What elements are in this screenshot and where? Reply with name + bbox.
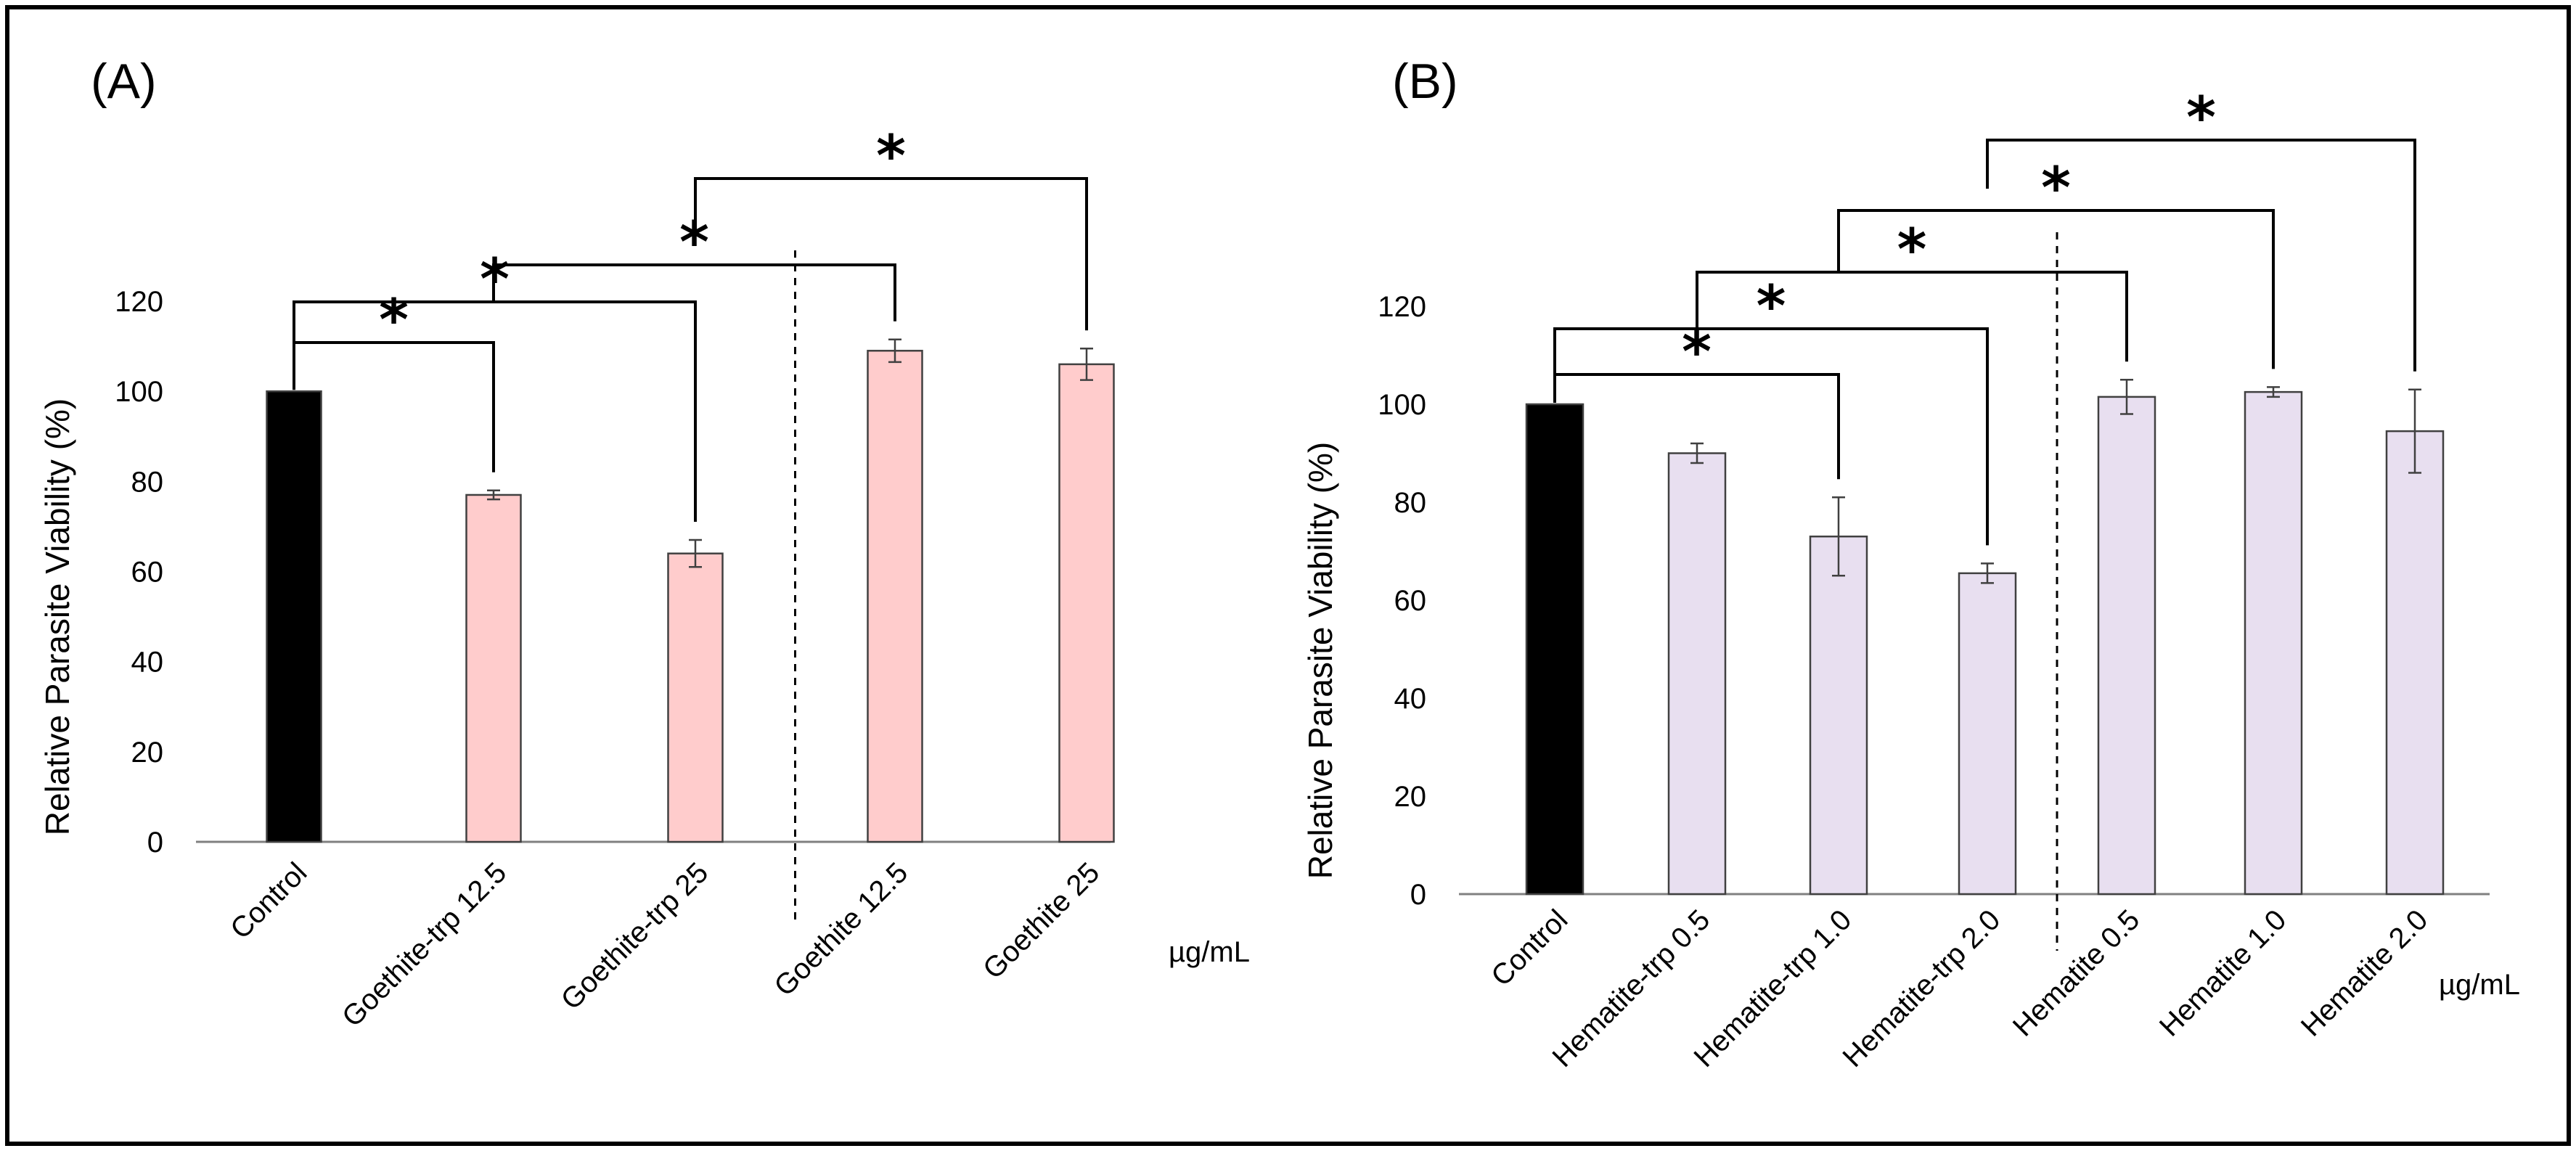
panel-a-y-tick-label: 120 — [115, 286, 163, 318]
panel-a-bar-5 — [1058, 363, 1115, 843]
panel-b-bar-5 — [2097, 396, 2156, 896]
panel-b-bar-2 — [1667, 452, 1727, 896]
panel-b-y-tick-label: 120 — [1378, 291, 1426, 323]
panel-b-bar-6 — [2244, 390, 2303, 896]
panel-b-y-tick-label: 20 — [1394, 781, 1427, 813]
panel-b-significance-bracket-4 — [1837, 209, 2275, 369]
panel-a-significance-star-4: * — [876, 124, 906, 189]
panel-b-significance-star-2: * — [1757, 274, 1786, 340]
panel-a-significance-bracket-3 — [492, 263, 896, 321]
panel-a-significance-star-1: * — [379, 288, 409, 353]
panel-b-bar-7 — [2385, 430, 2445, 896]
panel-b-significance-bracket-3 — [1696, 271, 2128, 362]
panel-a-bar-3 — [667, 552, 724, 843]
panel-b-label: (B) — [1392, 54, 1458, 109]
panel-b-y-tick-label: 0 — [1410, 879, 1426, 911]
panel-b-significance-star-3: * — [1897, 218, 1927, 283]
panel-b-y-axis-title: Relative Parasite Viability (%) — [1301, 442, 1339, 880]
panel-a-unit-label: µg/mL — [1169, 936, 1250, 968]
panel-a-bar-2 — [465, 493, 522, 843]
panel-b-significance-star-1: * — [1682, 320, 1712, 385]
panel-b-significance-star-4: * — [2041, 156, 2071, 221]
panel-b-significance-star-5: * — [2186, 86, 2216, 151]
panel-b-significance-bracket-2 — [1553, 327, 1989, 546]
panel-a-y-tick-label: 60 — [131, 557, 164, 589]
panel-b-y-tick-label: 100 — [1378, 389, 1426, 421]
panel-a-y-tick-label: 40 — [131, 647, 164, 679]
panel-a-y-tick-label: 20 — [131, 737, 164, 769]
panel-b-bar-3 — [1809, 536, 1868, 896]
panel-a-bar-4 — [867, 350, 923, 843]
panel-b-significance-bracket-5 — [1986, 139, 2416, 372]
panel-a-y-tick-label: 80 — [131, 466, 164, 498]
panel-a-label: (A) — [91, 54, 157, 109]
panel-a-bar-1 — [266, 390, 322, 843]
panel-a-y-tick-label: 0 — [147, 827, 163, 859]
panel-a-significance-bracket-4 — [694, 177, 1088, 331]
panel-b-bar-4 — [1958, 572, 2017, 896]
panel-a-y-axis-title: Relative Parasite Viability (%) — [38, 398, 76, 836]
panel-b-unit-label: µg/mL — [2439, 969, 2520, 1001]
panel-a-y-tick-label: 100 — [115, 376, 163, 408]
panel-b-bar-1 — [1525, 403, 1585, 896]
panel-b-y-tick-label: 40 — [1394, 683, 1427, 715]
panel-b-y-tick-label: 60 — [1394, 585, 1427, 617]
panel-b-y-tick-label: 80 — [1394, 487, 1427, 519]
